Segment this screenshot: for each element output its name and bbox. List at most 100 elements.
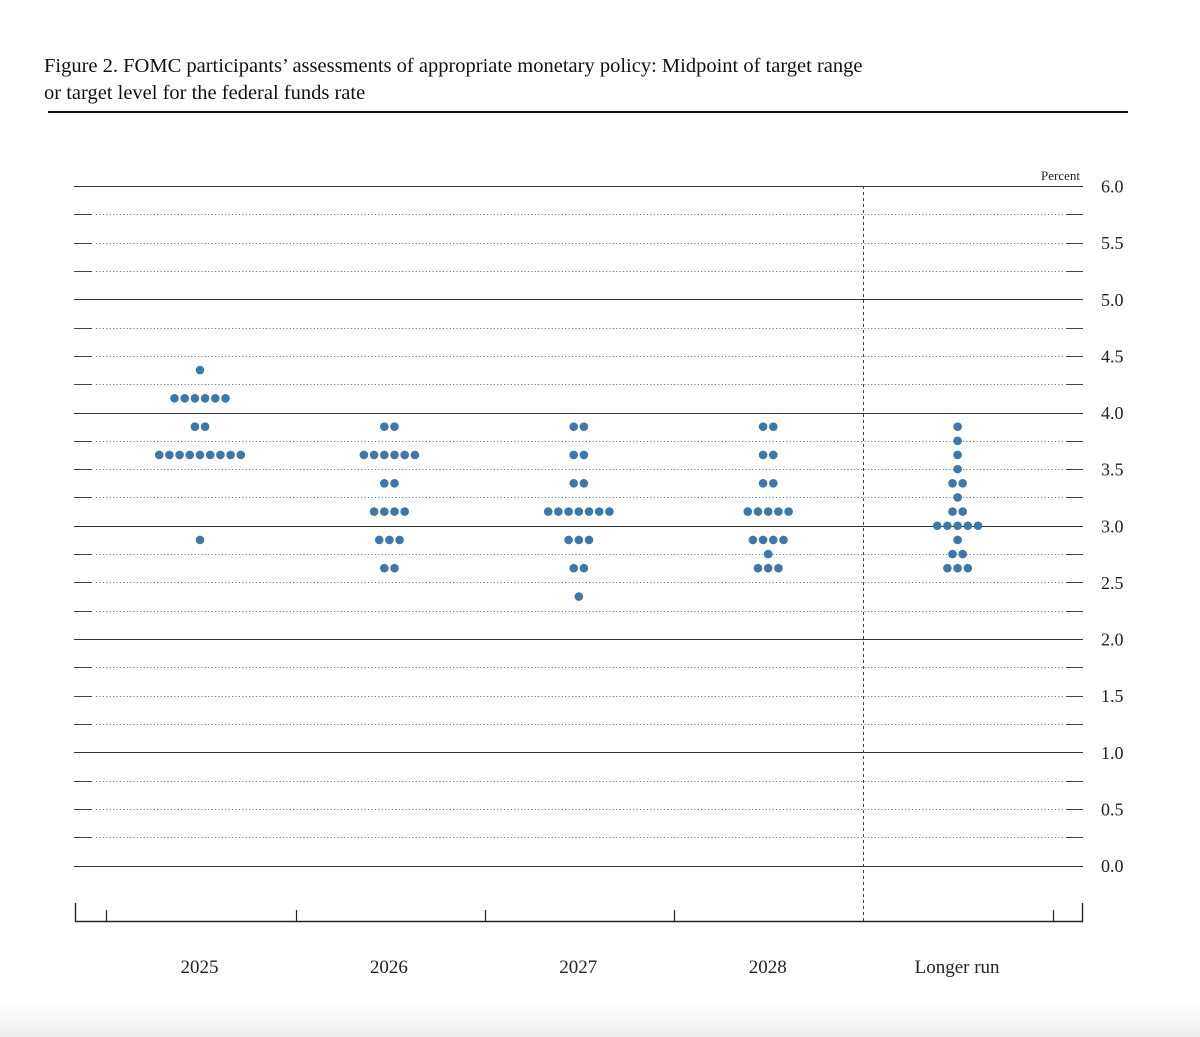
participant-dot [584,535,594,545]
participant-dot [748,535,758,545]
participant-dot [953,422,962,431]
participant-dot [963,563,973,573]
participant-dot [200,394,210,403]
participant-dot [175,450,184,460]
y-tick-label: 4.0 [1101,403,1124,423]
participant-dot [758,478,768,488]
participant-dot [226,450,235,460]
y-tick-label: 0.0 [1101,856,1124,876]
participant-dot [216,450,225,460]
participant-dot [743,507,753,516]
participant-dot [195,450,205,460]
participant-dot [579,422,589,431]
y-tick-label: 0.5 [1101,799,1124,819]
y-tick-label: 5.0 [1101,290,1124,310]
participant-dot [211,394,220,403]
participant-dot [564,535,573,545]
y-tick-label: 3.0 [1101,516,1124,536]
participant-dot [779,535,788,545]
participant-dot [390,422,399,431]
participant-dot [569,478,578,488]
participant-dot [205,450,215,460]
bottom-fade [0,1000,1200,1037]
participant-dot [543,507,553,516]
participant-dot [758,422,768,431]
participant-dot [763,507,773,516]
participant-dot [569,450,578,460]
participant-dot [958,507,967,516]
participant-dot [195,365,205,375]
participant-dot [195,535,205,545]
participant-dot [953,493,962,502]
y-tick-label: 3.5 [1101,460,1124,480]
participant-dot [943,521,952,531]
participant-dot [763,563,773,573]
participant-dot [774,563,783,573]
participant-dot [564,507,573,516]
participant-dot [769,422,778,431]
participant-dot [154,450,164,460]
participant-dot [594,507,604,516]
participant-dot [973,521,983,531]
y-axis-unit-label: Percent [1041,168,1080,183]
chart-title: Figure 2. FOMC participants’ assessments… [44,53,1134,107]
participant-dot [769,535,778,545]
y-tick-label: 1.5 [1101,686,1124,706]
participant-dot [758,535,768,545]
participant-dot [385,535,394,545]
participant-dot [753,507,763,516]
participant-dot [574,592,584,601]
participant-dot [574,507,584,516]
participant-dot [769,450,778,460]
x-category-label: 2025 [181,957,219,978]
y-tick-label: 6.0 [1101,177,1124,197]
participant-dot [932,521,942,531]
participant-dot [170,394,179,403]
participant-dot [400,507,410,516]
participant-dot [410,450,420,460]
participant-dot [758,450,768,460]
y-tick-label: 2.5 [1101,573,1124,593]
participant-dot [380,563,389,573]
y-tick-label: 1.0 [1101,743,1124,763]
participant-dot [584,507,594,516]
participant-dot [221,394,230,403]
participant-dot [369,507,379,516]
participant-dot [953,563,962,573]
participant-dot [948,507,957,516]
participant-dot [579,478,589,488]
y-tick-label: 5.5 [1101,233,1124,253]
participant-dot [374,535,384,545]
chart-title-line-1: Figure 2. FOMC participants’ assessments… [44,55,863,77]
participant-dot [753,563,763,573]
participant-dot [579,450,589,460]
participant-dot [948,478,957,488]
participant-dot [200,422,210,431]
participant-dot [963,521,973,531]
participant-dot [948,549,957,559]
participant-dot [569,563,578,573]
participant-dot [774,507,783,516]
participant-dot [180,394,189,403]
participant-dot [380,507,389,516]
title-rule [48,111,1128,113]
x-category-label: Longer run [915,957,1000,978]
participant-dot [784,507,793,516]
participant-dot [190,394,200,403]
participant-dot [953,464,962,474]
participant-dot [953,436,962,446]
y-tick-label: 2.0 [1101,630,1124,650]
participant-dot [236,450,246,460]
participant-dot [185,450,195,460]
participant-dot [554,507,563,516]
participant-dot [390,563,399,573]
participant-dot [390,478,399,488]
participant-dot [369,450,379,460]
participant-dot [958,549,967,559]
participant-dot [769,478,778,488]
participant-dot [569,422,578,431]
participant-dot [953,521,962,531]
participant-dot [953,535,962,545]
participant-dot [763,549,773,559]
